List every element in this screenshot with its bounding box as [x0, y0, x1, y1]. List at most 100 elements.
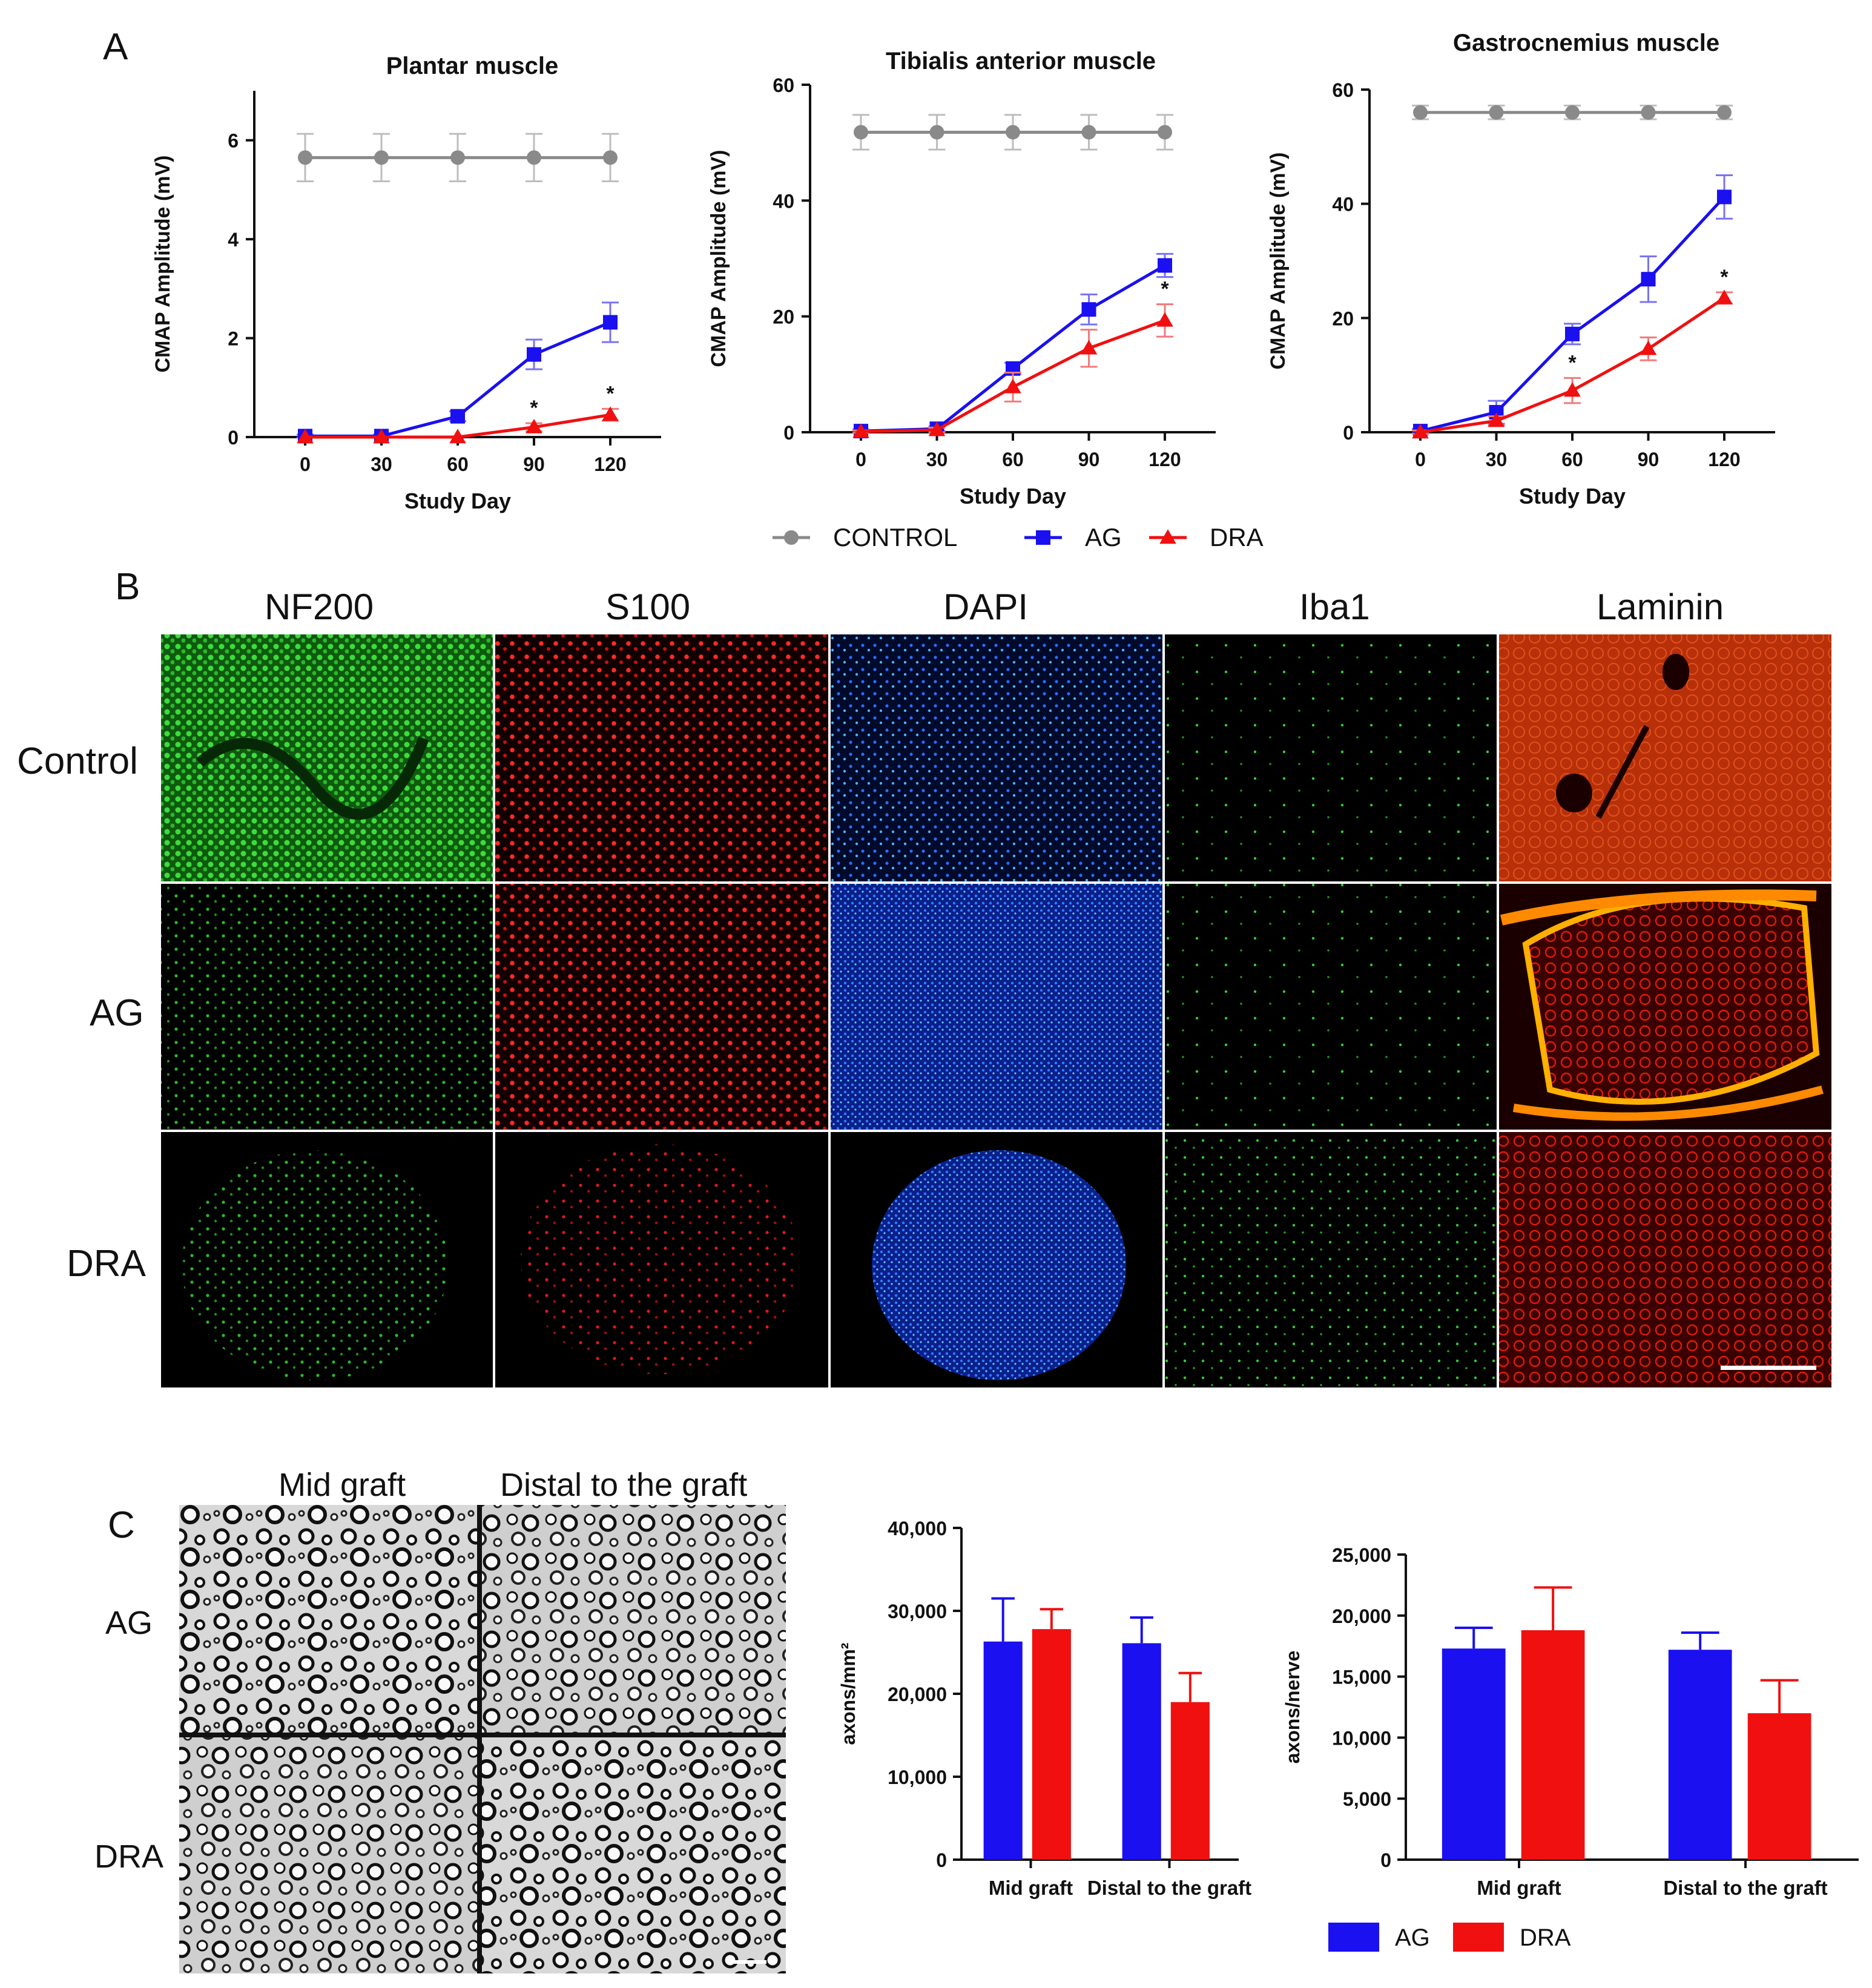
series-dra — [852, 303, 1173, 438]
x-tick-label: 90 — [523, 453, 545, 475]
chart-title: Plantar muscle — [386, 53, 559, 79]
histology-dra-mid-graft — [179, 1735, 480, 1973]
legend-item-control: CONTROL — [773, 523, 957, 551]
y-axis-label: CMAP Amplitude (mV) — [151, 156, 174, 373]
data-point — [1640, 340, 1657, 355]
x-tick-label: 30 — [926, 449, 948, 470]
y-tick-label: 20 — [1332, 308, 1354, 329]
x-axis-label: Study Day — [960, 484, 1066, 509]
micro-dra-laminin — [1499, 1132, 1831, 1387]
data-point — [603, 150, 618, 165]
x-tick-label: 0 — [300, 453, 311, 475]
data-point — [450, 409, 465, 424]
x-tick-label: Distal to the graft — [1087, 1877, 1251, 1899]
bar-dra — [1170, 1702, 1210, 1860]
histology-ag-distal — [480, 1505, 786, 1735]
y-tick-label: 0 — [783, 422, 794, 444]
data-point — [1641, 105, 1656, 120]
data-point — [1158, 258, 1172, 273]
y-tick-label: 40 — [1332, 194, 1354, 216]
series-ag — [852, 252, 1173, 439]
data-point — [852, 423, 869, 438]
data-point — [1717, 105, 1732, 120]
bar-ag — [1122, 1643, 1161, 1860]
micro-ag-dapi — [831, 884, 1162, 1130]
y-tick-label: 30,000 — [888, 1601, 947, 1622]
y-tick-label: 60 — [773, 74, 794, 96]
bar-dra — [1521, 1630, 1585, 1860]
data-point — [1006, 125, 1020, 140]
micro-ag-nf200 — [161, 884, 493, 1130]
histology-col-mid-graft: Mid graft — [278, 1467, 406, 1503]
legend-label: AG — [1395, 1924, 1430, 1951]
histology-scale-bar — [730, 1960, 766, 1964]
microscopy-grid — [160, 633, 1833, 1389]
bar-dra — [1032, 1629, 1071, 1860]
significance-star: * — [530, 397, 538, 420]
significance-star: * — [1720, 266, 1729, 289]
scale-bar — [1721, 1366, 1816, 1370]
histology-grid — [179, 1505, 786, 1973]
micro-col-nf200: NF200 — [265, 587, 374, 627]
series-control — [297, 133, 619, 183]
y-tick-label: 20 — [773, 306, 794, 328]
y-tick-label: 2 — [228, 328, 239, 350]
micro-ag-s100 — [495, 884, 828, 1130]
x-tick-label: 0 — [855, 449, 866, 470]
y-axis-label: axons/mm² — [837, 1643, 859, 1745]
legend-panel-c: AG DRA — [1328, 1923, 1571, 1952]
x-tick-label: 0 — [1415, 449, 1426, 470]
y-tick-label: 20,000 — [888, 1684, 947, 1705]
micro-row-dra: DRA — [67, 1243, 146, 1285]
data-point — [1564, 382, 1581, 397]
x-axis-label: Study Day — [1519, 484, 1626, 509]
y-tick-label: 0 — [1343, 422, 1354, 444]
data-point — [298, 150, 312, 165]
x-tick-label: Mid graft — [1477, 1877, 1561, 1899]
data-point — [297, 429, 314, 444]
y-tick-label: 0 — [228, 427, 239, 449]
y-tick-label: 60 — [1332, 79, 1354, 101]
y-tick-label: 5,000 — [1343, 1788, 1391, 1810]
x-tick-label: 120 — [1708, 449, 1740, 470]
x-tick-label: Mid graft — [989, 1877, 1073, 1899]
legend-label: CONTROL — [833, 523, 957, 551]
data-point — [450, 150, 465, 165]
data-point — [1080, 340, 1098, 355]
data-point — [527, 150, 541, 165]
chart-tibialis-anterior-muscle: Tibialis anterior muscle 0 20 40 60 0 30 60 90 12… — [707, 48, 1216, 509]
chart-title: Tibialis anterior muscle — [886, 48, 1156, 74]
legend-marker — [784, 530, 799, 545]
micro-col-laminin: Laminin — [1597, 587, 1724, 627]
data-point — [1081, 302, 1096, 317]
series-control — [1412, 104, 1733, 120]
legend-marker — [1036, 530, 1050, 545]
significance-star: * — [606, 382, 615, 405]
x-tick-label: 60 — [1002, 449, 1024, 470]
y-axis-label: CMAP Amplitude (mV) — [1267, 153, 1290, 370]
series-dra — [1412, 289, 1733, 439]
bar-ag — [1668, 1650, 1732, 1860]
y-tick-label: 10,000 — [888, 1766, 947, 1788]
data-point — [1641, 272, 1656, 287]
micro-control-nf200 — [161, 634, 493, 881]
x-tick-label: 30 — [371, 453, 392, 475]
data-point — [928, 421, 946, 436]
y-tick-label: 40 — [773, 190, 794, 212]
micro-control-s100 — [495, 634, 828, 881]
micro-control-iba1 — [1165, 634, 1497, 881]
y-tick-label: 10,000 — [1332, 1727, 1391, 1749]
x-tick-label: 90 — [1078, 449, 1100, 470]
x-tick-label: 60 — [1561, 449, 1583, 470]
significance-star: * — [1161, 278, 1169, 301]
x-tick-label: 120 — [594, 453, 626, 475]
legend-label: AG — [1085, 523, 1122, 551]
data-point — [854, 125, 868, 140]
x-tick-label: Distal to the graft — [1663, 1877, 1827, 1899]
histology-dra-distal — [480, 1735, 786, 1973]
y-axis-label: axons/nerve — [1282, 1651, 1303, 1764]
data-point — [1412, 424, 1429, 439]
micro-ag-iba1 — [1165, 884, 1497, 1130]
